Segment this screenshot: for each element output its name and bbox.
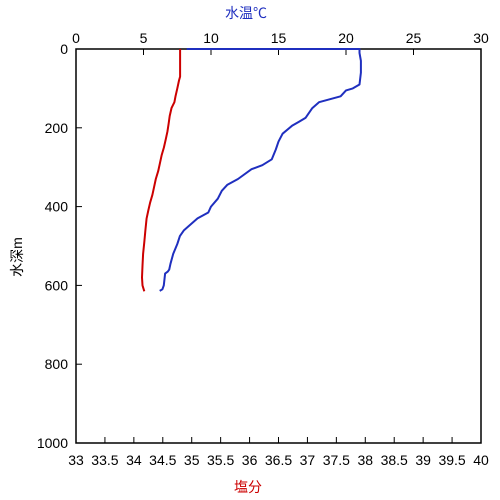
bottom-axis-tick-label: 36 — [242, 452, 258, 468]
top-axis-title: 水温℃ — [225, 5, 267, 21]
y-axis-tick-label: 1000 — [37, 435, 68, 451]
y-axis-tick-label: 200 — [45, 120, 69, 136]
bottom-axis-tick-label: 35.5 — [207, 452, 234, 468]
y-axis-tick-label: 800 — [45, 356, 69, 372]
y-axis-tick-label: 600 — [45, 277, 69, 293]
top-axis-tick-label: 25 — [406, 30, 422, 46]
top-axis-tick-label: 15 — [271, 30, 287, 46]
y-axis-tick-label: 400 — [45, 199, 69, 215]
bottom-axis-tick-label: 36.5 — [265, 452, 292, 468]
ticks-layer: 0 5 10 15 20 25 30 33 33.5 34 34.5 35 35.5 36 36.5 37 37… — [37, 30, 489, 468]
bottom-axis-tick-label: 34 — [126, 452, 142, 468]
top-axis-tick-label: 5 — [140, 30, 148, 46]
y-axis-tick-label: 0 — [60, 41, 68, 57]
bottom-axis-tick-label: 38.5 — [381, 452, 408, 468]
bottom-axis-title: 塩分 — [234, 479, 262, 495]
y-axis-title: 水深m — [9, 237, 25, 277]
bottom-axis-tick-label: 33 — [68, 452, 84, 468]
bottom-axis-tick-label: 40 — [473, 452, 489, 468]
bottom-axis-tick-label: 38 — [357, 452, 373, 468]
top-axis-tick-label: 30 — [473, 30, 489, 46]
salinity-series-line — [141, 49, 182, 292]
top-axis-tick-label: 20 — [338, 30, 354, 46]
bottom-axis-tick-label: 37.5 — [323, 452, 350, 468]
bottom-axis-tick-label: 39 — [415, 452, 431, 468]
bottom-axis-tick-label: 35 — [184, 452, 200, 468]
top-axis-tick-label: 10 — [203, 30, 219, 46]
plot-frame — [75, 48, 482, 444]
bottom-axis-tick-label: 34.5 — [149, 452, 176, 468]
bottom-axis-tick-label: 37 — [300, 452, 316, 468]
series-layer — [141, 48, 362, 292]
bottom-axis-tick-label: 39.5 — [438, 452, 465, 468]
top-axis-tick-label: 0 — [72, 30, 80, 46]
bottom-axis-tick-label: 33.5 — [91, 452, 118, 468]
temperature-series-line — [159, 48, 362, 292]
